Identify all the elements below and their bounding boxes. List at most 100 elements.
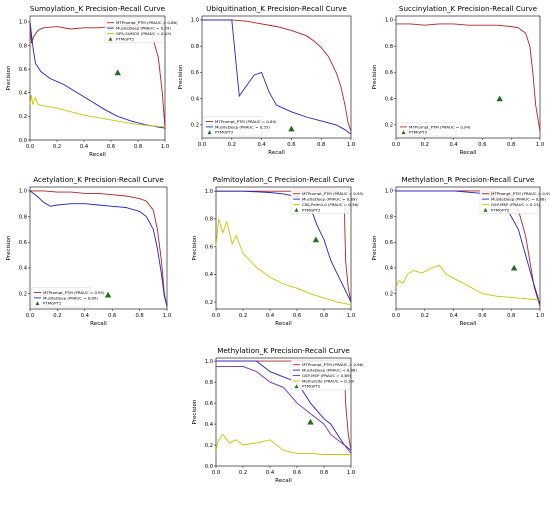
legend-label: MTPrompt_PTM (PRAUC = 0.86) — [116, 20, 178, 25]
y-tick-label: 0.4 — [205, 272, 214, 278]
x-tick-label: 0.2 — [239, 470, 247, 476]
plot-frame — [215, 186, 352, 310]
x-tick-label: 0.4 — [257, 142, 266, 148]
chart-panel-2: Ubiquitination_K Precision-Recall Curve 0… — [178, 4, 355, 156]
y-tick-label: 0.8 — [205, 380, 213, 386]
plot-frame — [29, 15, 166, 141]
x-tick-label: 0.8 — [317, 142, 325, 148]
plot-frame — [395, 15, 541, 139]
series-line-4 — [215, 433, 351, 455]
chart-panel-3: Succinylation_K Precision-Recall Curve 0.… — [372, 4, 544, 156]
legend-marker — [294, 384, 299, 389]
x-tick-label: 0.8 — [507, 313, 515, 319]
y-tick-label: 0.6 — [385, 70, 393, 76]
x-tick-label: 0.6 — [293, 313, 301, 319]
legend-box — [203, 116, 263, 137]
series-line-3 — [216, 365, 352, 454]
legend: MTPrompt_PTM (PRAUC = 0.96)MusiteDeep (P… — [290, 359, 364, 391]
y-tick-label: 0.2 — [205, 300, 213, 306]
y-axis-label: Precision — [178, 64, 184, 89]
series-line-3 — [395, 264, 541, 301]
plot-frame — [395, 186, 541, 310]
legend-label: GSP-MSP (PRAUC = 0.69) — [302, 373, 352, 378]
series-line-1 — [30, 190, 168, 307]
x-tick-label: 0.0 — [26, 313, 34, 319]
chart-title: Palmitoylation_C Precision-Recall Curve — [213, 175, 355, 184]
legend-label: GPS-SUMO2 (PRAUC = 0.19) — [116, 31, 172, 36]
chart-panel-6: Methylation_R Precision-Recall Curve 0.0 0… — [372, 175, 550, 327]
ptmgpt2-marker — [312, 236, 320, 243]
plot-frame — [29, 186, 168, 310]
legend-box — [104, 17, 164, 43]
x-tick-label: 0.6 — [293, 470, 301, 476]
legend-label: MusiteDeep (PRAUC = 0.86) — [302, 368, 357, 373]
x-tick-label: 0.8 — [134, 144, 142, 150]
y-tick-label: 0.4 — [191, 96, 200, 102]
legend-label: MTPrompt_PTM (PRAUC = 0.89) — [215, 119, 277, 124]
x-tick-label: 0.0 — [26, 144, 34, 150]
x-tick-label: 0.0 — [392, 313, 400, 319]
x-tick-label: 1.0 — [347, 142, 355, 148]
legend-box — [290, 359, 350, 391]
series-line-2 — [216, 190, 352, 303]
y-axis-label: Precision — [192, 399, 198, 424]
y-tick-label: 1.0 — [205, 189, 213, 195]
x-tick-label: 0.6 — [108, 313, 116, 319]
legend-label: MethylSite (PRAUC = 0.19) — [302, 378, 355, 383]
y-tick-label: 1.0 — [385, 189, 393, 195]
x-tick-label: 0.8 — [135, 313, 143, 319]
x-tick-label: 0.6 — [287, 142, 295, 148]
y-tick-label: 1.0 — [205, 359, 213, 365]
y-tick-label: 1.0 — [385, 18, 393, 24]
y-tick-label: 0.4 — [385, 266, 394, 272]
chart-panel-1: Sumoylation_K Precision-Recall Curve 0.0 0… — [6, 4, 178, 158]
y-tick-label: 0.8 — [19, 43, 27, 49]
ptmgpt2-marker — [307, 418, 314, 425]
x-tick-label: 0.4 — [80, 144, 89, 150]
legend-label: MTPrompt_PTM (PRAUC = 0.95) — [43, 290, 105, 295]
y-tick-label: 0.6 — [385, 240, 393, 246]
legend-label: PTMGPT2 — [215, 130, 234, 135]
legend-label: MusiteDeep (PRAUC = 0.55) — [215, 124, 270, 129]
y-tick-label: 0.4 — [19, 91, 28, 97]
y-tick-label: 0.6 — [205, 401, 213, 407]
x-tick-label: 0.6 — [107, 144, 115, 150]
legend-label: PTMGPT2 — [116, 36, 135, 41]
legend-marker — [483, 207, 488, 212]
y-tick-label: 0.6 — [19, 67, 27, 73]
legend-marker — [294, 207, 299, 212]
x-axis-label: Recall — [460, 321, 477, 327]
x-tick-label: 0.4 — [266, 313, 275, 319]
x-tick-label: 1.0 — [347, 313, 355, 319]
series-line-3 — [215, 218, 352, 306]
y-tick-label: 1.0 — [19, 20, 27, 26]
x-tick-label: 0.4 — [449, 313, 458, 319]
x-axis-label: Recall — [268, 150, 285, 156]
legend-marker — [207, 130, 212, 135]
y-tick-label: 0.2 — [385, 291, 393, 297]
chart-title: Sumoylation_K Precision-Recall Curve — [30, 4, 166, 13]
legend-label: PTMGPT2 — [491, 207, 510, 212]
y-axis-label: Precision — [372, 235, 378, 260]
x-tick-label: 0.6 — [478, 313, 486, 319]
y-tick-label: 0.6 — [19, 240, 27, 246]
x-axis-label: Recall — [275, 478, 292, 484]
legend-box — [31, 287, 91, 308]
series-line-3 — [29, 95, 166, 128]
ptmgpt2-marker — [510, 264, 518, 271]
y-tick-label: 0.2 — [385, 123, 393, 129]
x-tick-label: 1.0 — [536, 142, 544, 148]
legend-label: MusiteDeep (PRAUC = 0.29) — [116, 26, 171, 31]
ptmgpt2-marker — [288, 125, 295, 132]
y-axis-label: Precision — [192, 235, 198, 260]
series-line-2 — [202, 19, 352, 135]
ptmgpt2-marker — [104, 291, 112, 298]
x-tick-label: 0.2 — [239, 313, 247, 319]
legend: MTPrompt_PTM (PRAUC = 0.95)MusiteDeep (P… — [290, 188, 364, 214]
x-axis-label: Recall — [275, 321, 292, 327]
legend: MTPrompt_PTM (PRAUC = 0.94)PTMGPT2 — [397, 121, 471, 137]
legend: MTPrompt_PTM (PRAUC = 0.92)MusiteDeep (P… — [479, 188, 550, 214]
legend: MTPrompt_PTM (PRAUC = 0.89)MusiteDeep (P… — [203, 116, 277, 137]
